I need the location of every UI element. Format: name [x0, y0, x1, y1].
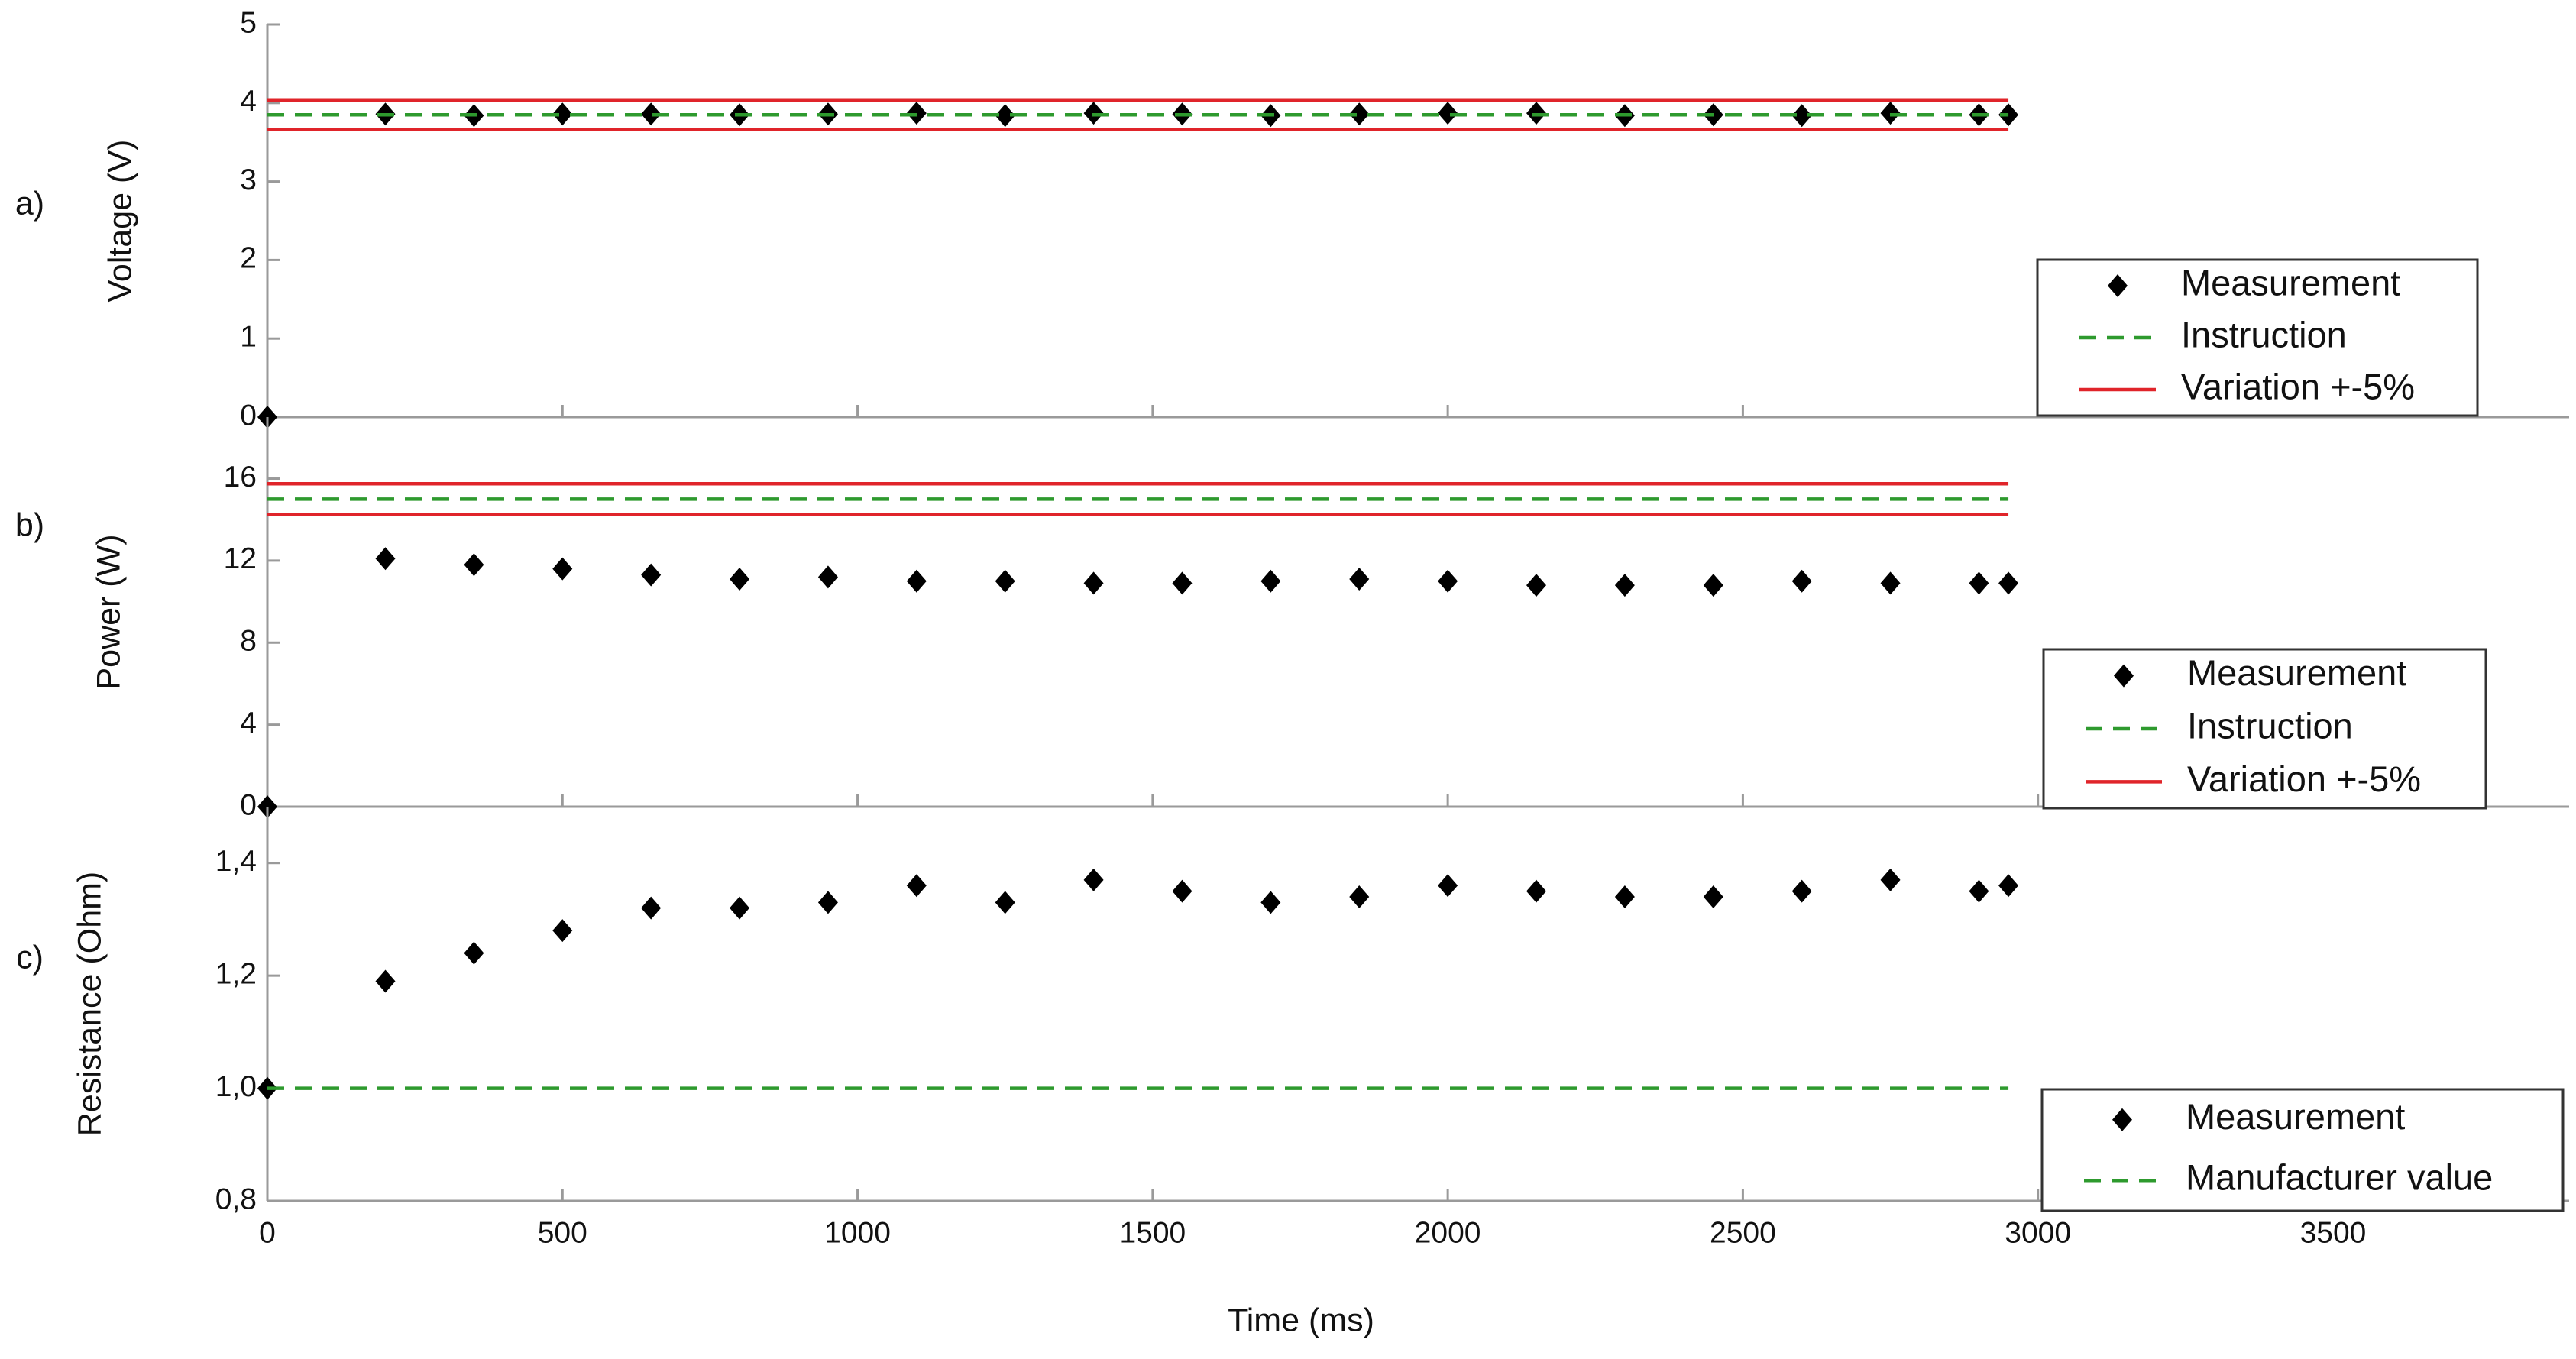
data-point: [375, 969, 396, 993]
panel-label: a): [15, 185, 44, 222]
data-point: [1526, 879, 1547, 903]
y-tick-label: 5: [240, 6, 257, 39]
legend-label: Variation +-5%: [2187, 759, 2421, 799]
data-point: [1703, 574, 1723, 597]
legend-box: [2040, 1088, 2565, 1212]
data-point: [1083, 571, 1104, 595]
data-point: [464, 553, 484, 577]
panel-label: b): [15, 506, 44, 543]
y-tick-label: 16: [224, 461, 257, 493]
legend-label: Measurement: [2187, 652, 2406, 693]
y-tick-label: 0,8: [215, 1183, 257, 1215]
data-point: [1526, 574, 1547, 597]
y-axis-label: Resistance (Ohm): [71, 872, 108, 1136]
data-point: [906, 569, 927, 593]
data-point: [552, 919, 573, 943]
data-point: [1969, 571, 1989, 595]
legend-marker: [2114, 664, 2134, 688]
y-tick-label: 4: [240, 707, 257, 739]
y-tick-label: 3: [240, 163, 257, 196]
data-point: [995, 104, 1015, 128]
data-point: [1438, 874, 1458, 898]
data-point: [1083, 868, 1104, 891]
data-point: [1791, 569, 1812, 593]
y-tick-label: 2: [240, 242, 257, 275]
data-point: [552, 102, 573, 126]
legend-label: Measurement: [2186, 1096, 2405, 1137]
data-point: [995, 891, 1015, 914]
data-point: [1880, 868, 1901, 891]
legend-marker: [2108, 274, 2128, 297]
x-tick-label: 3500: [2300, 1216, 2367, 1249]
legend-marker: [2112, 1108, 2132, 1131]
x-tick-label: 2500: [1710, 1216, 1776, 1249]
legend-label: Variation +-5%: [2181, 366, 2415, 406]
data-point: [641, 896, 662, 920]
y-tick-label: 0: [240, 788, 257, 821]
data-point: [1349, 102, 1370, 126]
x-tick-label: 2000: [1415, 1216, 1481, 1249]
x-tick-label: 3000: [2005, 1216, 2071, 1249]
data-point: [730, 896, 750, 920]
y-tick-label: 8: [240, 625, 257, 658]
y-tick-label: 4: [240, 85, 257, 118]
data-point: [1791, 879, 1812, 903]
legend-label: Instruction: [2187, 705, 2353, 746]
data-point: [1703, 885, 1723, 908]
data-point: [995, 569, 1015, 593]
x-axis-label: Time (ms): [1228, 1302, 1374, 1338]
data-point: [1998, 874, 2019, 898]
data-point: [1880, 571, 1901, 595]
legend-label: Manufacturer value: [2186, 1157, 2493, 1198]
data-point: [1614, 885, 1635, 908]
data-point: [817, 891, 838, 914]
panel-label: c): [16, 939, 44, 976]
data-point: [1998, 571, 2019, 595]
y-axis-label: Voltage (V): [102, 140, 138, 303]
data-point: [1172, 879, 1193, 903]
y-tick-label: 12: [224, 542, 257, 575]
data-point: [1260, 891, 1281, 914]
data-point: [1969, 879, 1989, 903]
y-tick-label: 1,0: [215, 1070, 257, 1103]
data-point: [1438, 102, 1458, 125]
data-point: [730, 568, 750, 591]
x-tick-label: 0: [259, 1216, 276, 1249]
legend-label: Instruction: [2181, 314, 2347, 354]
y-tick-label: 1,2: [215, 957, 257, 990]
data-point: [1791, 104, 1812, 128]
data-point: [375, 547, 396, 571]
y-tick-label: 0: [240, 399, 257, 432]
data-point: [552, 557, 573, 581]
data-point: [1172, 571, 1193, 595]
y-tick-label: 1,4: [215, 845, 257, 878]
data-point: [817, 565, 838, 589]
data-point: [641, 102, 662, 126]
data-point: [1260, 569, 1281, 593]
data-point: [1349, 568, 1370, 591]
x-tick-label: 500: [538, 1216, 587, 1249]
y-tick-label: 1: [240, 320, 257, 353]
y-axis-label: Power (W): [90, 534, 127, 689]
x-tick-label: 1500: [1119, 1216, 1186, 1249]
data-point: [906, 874, 927, 898]
data-point: [1349, 885, 1370, 908]
data-point: [1614, 574, 1635, 597]
data-point: [641, 563, 662, 587]
legend-label: Measurement: [2181, 262, 2400, 303]
data-point: [1438, 569, 1458, 593]
data-point: [464, 941, 484, 965]
x-tick-label: 1000: [824, 1216, 891, 1249]
